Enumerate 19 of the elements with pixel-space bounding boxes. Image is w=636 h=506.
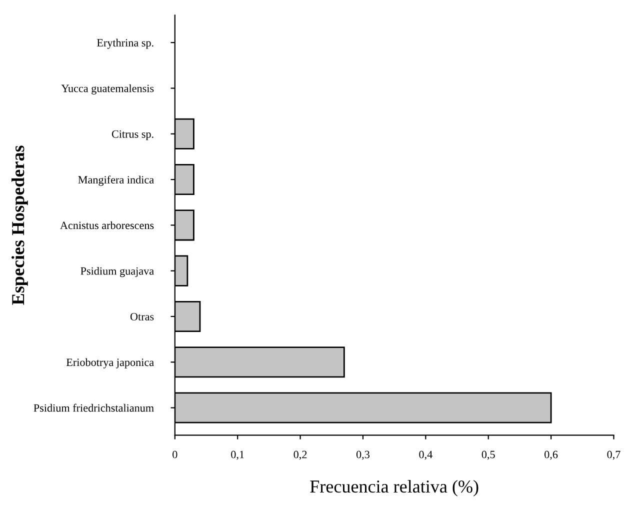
y-tick-label: Psidium guajava xyxy=(80,266,154,278)
y-tick-label: Acnistus arborescens xyxy=(60,221,154,230)
y-tick-label: Otras xyxy=(130,312,154,320)
y-tick-label: Citrus sp. xyxy=(112,130,154,140)
y-tick-label: Mangifera indica xyxy=(78,176,154,186)
x-tick-label: 0,2 xyxy=(294,450,307,460)
x-tick-label: 0,4 xyxy=(419,450,432,460)
y-tick-label: Psidium friedrichstalianum xyxy=(34,404,154,412)
y-tick-label: Yucca guatemalensis xyxy=(61,84,154,94)
x-tick-label: 0,5 xyxy=(482,450,495,460)
x-axis-title: Frecuencia relativa (%) xyxy=(310,480,478,496)
x-tick-label: 0,1 xyxy=(231,450,244,460)
y-axis-title: Especies Hospederas xyxy=(12,146,28,305)
x-tick-label: 0,3 xyxy=(356,450,370,460)
x-tick-label: 0,6 xyxy=(544,450,558,460)
y-tick-label: Eriobotrya japonica xyxy=(66,358,154,368)
y-tick-label: Erythrina sp. xyxy=(96,38,154,49)
x-tick-label: 0 xyxy=(172,450,178,458)
x-tick-label: 0,7 xyxy=(607,450,620,460)
